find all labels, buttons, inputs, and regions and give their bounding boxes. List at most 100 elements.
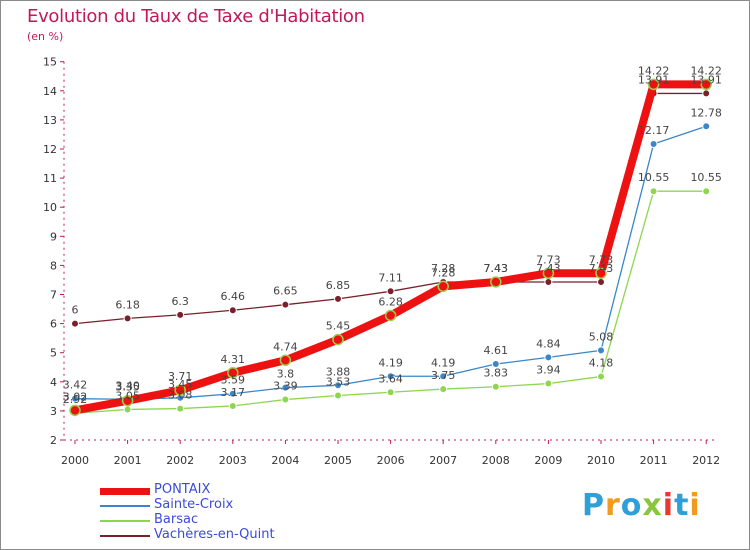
data-point xyxy=(123,405,132,414)
legend-swatch xyxy=(100,505,150,507)
data-point xyxy=(334,294,342,303)
data-label: 5.08 xyxy=(589,330,614,343)
y-tick-label: 15 xyxy=(43,56,57,69)
data-point xyxy=(647,78,660,91)
data-point xyxy=(334,391,342,400)
legend-label: Vachères-en-Quint xyxy=(154,527,275,542)
data-label: 7.73 xyxy=(589,253,614,266)
data-label: 7.43 xyxy=(536,262,561,275)
data-point xyxy=(702,187,711,196)
data-point xyxy=(542,267,555,280)
data-point xyxy=(490,276,502,288)
data-label: 4.19 xyxy=(431,356,456,369)
data-label: 3.39 xyxy=(273,380,298,393)
x-tick-label: 2011 xyxy=(640,454,668,467)
data-label: 3.83 xyxy=(484,367,509,380)
logo-letter: i xyxy=(689,488,701,523)
data-label: 3.64 xyxy=(378,372,403,385)
data-label: 10.55 xyxy=(638,171,670,184)
data-label: 13.91 xyxy=(690,73,722,86)
logo-letter: x xyxy=(642,488,663,523)
data-label: 7.11 xyxy=(378,271,403,284)
legend-label: Barsac xyxy=(154,512,199,527)
x-tick-label: 2005 xyxy=(324,454,352,467)
data-point xyxy=(491,360,500,369)
data-label: 6 xyxy=(72,304,79,317)
x-tick-label: 2009 xyxy=(534,454,562,467)
data-label: 7.28 xyxy=(431,266,456,279)
data-point xyxy=(439,372,448,381)
data-label: 3.59 xyxy=(221,374,246,387)
series-lines xyxy=(69,78,712,418)
data-label: 3.75 xyxy=(431,369,456,382)
y-tick-label: 2 xyxy=(50,434,57,447)
x-tick-label: 2007 xyxy=(429,454,457,467)
data-point xyxy=(227,367,239,379)
data-label: 4.61 xyxy=(484,344,509,357)
data-label: 13.91 xyxy=(638,73,670,86)
data-label: 7.73 xyxy=(536,253,561,266)
data-label: 3.88 xyxy=(326,365,351,378)
x-tick-label: 2003 xyxy=(219,454,247,467)
y-tick-label: 11 xyxy=(43,172,57,185)
logo-letter: P xyxy=(582,488,605,523)
data-point xyxy=(332,333,344,346)
x-tick-label: 2010 xyxy=(587,454,615,467)
y-tick-label: 10 xyxy=(43,201,57,214)
data-point xyxy=(544,379,553,388)
data-label: 3.02 xyxy=(63,390,88,403)
y-tick-label: 6 xyxy=(50,318,57,331)
logo-letter: t xyxy=(674,488,690,523)
legend-label: PONTAIX xyxy=(154,482,211,497)
y-tick-label: 8 xyxy=(50,259,57,272)
data-label: 6.85 xyxy=(326,279,351,292)
data-label: 14.22 xyxy=(690,64,722,77)
data-point xyxy=(176,404,185,413)
x-tick-label: 2001 xyxy=(114,454,142,467)
x-tick-label: 2006 xyxy=(377,454,405,467)
data-label: 3.53 xyxy=(326,375,351,388)
data-label: 12.78 xyxy=(690,106,722,119)
data-point xyxy=(544,353,553,362)
data-point xyxy=(334,381,342,390)
data-label: 4.31 xyxy=(221,353,246,366)
data-label: 7.43 xyxy=(589,262,614,275)
y-tick-label: 12 xyxy=(43,143,57,156)
data-label: 7.28 xyxy=(431,262,456,275)
data-point xyxy=(597,372,605,381)
data-point xyxy=(702,89,711,98)
y-tick-label: 7 xyxy=(50,289,57,302)
data-point xyxy=(71,319,79,328)
data-labels: 6 6.18 6.3 6.46 6.65 6.85 7.11 7.28 7.43 7.43 7.43… xyxy=(63,64,722,406)
y-tick-label: 14 xyxy=(43,85,57,98)
data-label: 3.35 xyxy=(115,381,140,394)
data-label: 6.28 xyxy=(378,295,403,308)
legend-swatch xyxy=(100,488,150,495)
data-point xyxy=(386,372,395,381)
y-tick-label: 13 xyxy=(43,114,57,127)
data-point xyxy=(281,300,290,309)
data-label: 3.08 xyxy=(168,389,193,402)
data-point xyxy=(281,395,290,404)
data-label: 4.84 xyxy=(536,337,561,350)
data-label: 3.40 xyxy=(115,379,140,392)
data-point xyxy=(386,287,395,296)
data-point xyxy=(437,280,449,293)
data-point xyxy=(71,394,79,403)
data-label: 6.65 xyxy=(273,285,298,298)
data-label: 6.3 xyxy=(171,295,189,308)
data-point xyxy=(386,388,395,397)
y-tick-label: 5 xyxy=(50,347,57,360)
data-label: 3.45 xyxy=(168,378,193,391)
data-point xyxy=(174,384,186,396)
y-tick-label: 3 xyxy=(50,405,57,418)
data-label: 5.45 xyxy=(326,320,351,333)
x-tick-label: 2008 xyxy=(482,454,510,467)
legend-swatch xyxy=(100,535,150,537)
data-point xyxy=(69,404,81,417)
data-label: 2.92 xyxy=(63,393,88,406)
data-point xyxy=(121,394,134,407)
data-label: 6.46 xyxy=(221,290,246,303)
data-label: 7.43 xyxy=(484,262,509,275)
